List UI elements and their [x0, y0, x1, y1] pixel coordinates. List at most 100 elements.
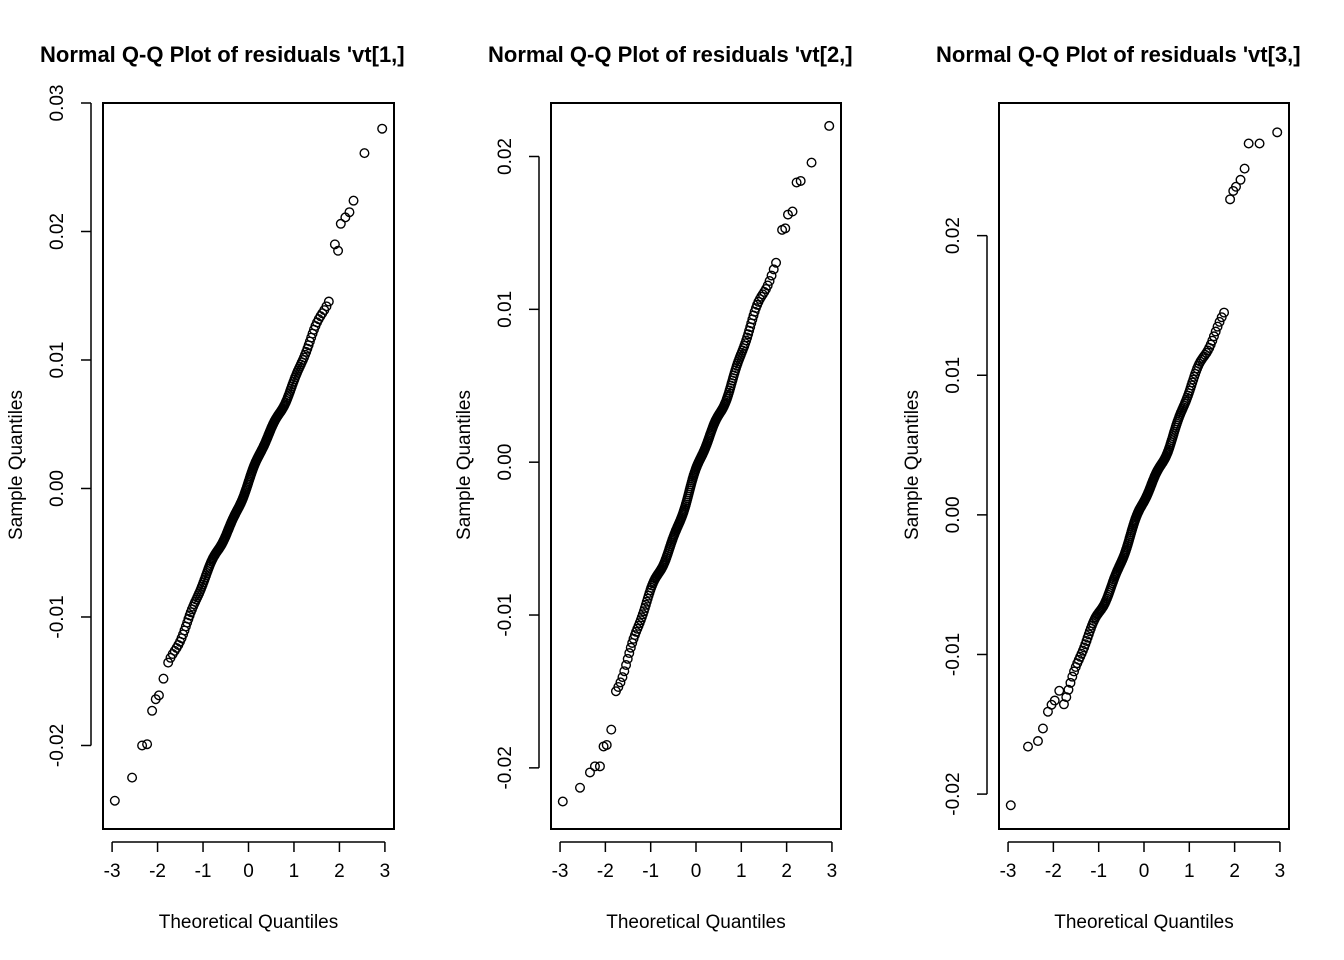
- y-tick-label: -0.02: [943, 772, 964, 815]
- data-point: [615, 677, 626, 688]
- x-tick-label: 0: [1139, 861, 1150, 882]
- y-tick-label: 0.00: [47, 470, 68, 507]
- data-point: [1225, 194, 1236, 205]
- data-point: [1054, 685, 1065, 696]
- data-point: [1037, 723, 1048, 734]
- y-axis: -0.02 -0.01 0.00 0.01 0.02 0.03: [47, 85, 92, 767]
- plot-frame: [550, 102, 842, 830]
- x-tick-label: 3: [827, 861, 838, 882]
- data-point: [348, 195, 359, 206]
- x-axis-label: Theoretical Quantiles: [606, 912, 786, 933]
- x-tick-label: 1: [289, 861, 300, 882]
- data-point: [1208, 331, 1219, 342]
- x-tick-label: 2: [781, 861, 792, 882]
- qq-panel-1: Normal Q-Q Plot of residuals 'vt[1,] -3 -2…: [6, 42, 405, 933]
- y-tick-label: 0.01: [495, 291, 516, 328]
- data-point: [1210, 326, 1221, 337]
- data-point: [1214, 316, 1225, 327]
- x-tick-label: -3: [552, 861, 569, 882]
- data-point: [1272, 127, 1283, 138]
- y-tick-label: 0.02: [47, 213, 68, 250]
- data-point: [787, 206, 798, 217]
- data-point: [766, 270, 777, 281]
- x-tick-label: 0: [691, 861, 702, 882]
- x-tick-label: -3: [104, 861, 121, 882]
- x-tick-label: -1: [195, 861, 212, 882]
- data-point: [1243, 138, 1254, 149]
- x-tick-label: 2: [334, 861, 345, 882]
- y-tick-label: 0.02: [943, 217, 964, 254]
- y-tick-label: -0.01: [47, 595, 68, 638]
- y-axis: -0.02 -0.01 0.00 0.01 0.02: [943, 217, 988, 816]
- x-axis-label: Theoretical Quantiles: [1054, 912, 1234, 933]
- data-point: [621, 660, 632, 671]
- data-point: [806, 157, 817, 168]
- x-tick-label: 1: [736, 861, 747, 882]
- x-tick-label: 0: [243, 861, 254, 882]
- data-point: [619, 666, 630, 677]
- x-tick-label: 3: [380, 861, 391, 882]
- data-point: [1032, 736, 1043, 747]
- data-point: [158, 673, 169, 684]
- data-point: [1067, 671, 1078, 682]
- y-tick-label: 0.02: [495, 138, 516, 175]
- data-point: [1023, 741, 1034, 752]
- data-point: [137, 740, 148, 751]
- data-point: [1254, 138, 1265, 149]
- data-point: [1058, 699, 1069, 710]
- data-point: [594, 761, 605, 772]
- x-tick-label: -1: [1090, 861, 1107, 882]
- data-point: [589, 761, 600, 772]
- x-tick-label: 3: [1275, 861, 1286, 882]
- y-tick-label: 0.03: [47, 85, 68, 122]
- data-point: [1230, 181, 1241, 192]
- data-point: [557, 796, 568, 807]
- plot-frame: [998, 102, 1290, 830]
- plot-frame: [102, 102, 395, 830]
- qq-panel-3: Normal Q-Q Plot of residuals 'vt[3,] -3 -2…: [902, 42, 1301, 933]
- data-point: [1005, 800, 1016, 811]
- data-point: [109, 795, 120, 806]
- y-tick-label: -0.01: [495, 593, 516, 636]
- y-tick-label: -0.02: [47, 724, 68, 767]
- data-point: [1061, 692, 1072, 703]
- data-point: [359, 148, 370, 159]
- x-tick-label: 1: [1184, 861, 1195, 882]
- data-point: [757, 289, 768, 300]
- x-tick-label: -3: [1000, 861, 1017, 882]
- data-points: [1005, 127, 1283, 811]
- data-point: [1207, 335, 1218, 346]
- data-point: [1235, 174, 1246, 185]
- y-tick-label: 0.00: [495, 444, 516, 481]
- y-tick-label: -0.02: [495, 746, 516, 789]
- qq-panel-2: Normal Q-Q Plot of residuals 'vt[2,] -3 -2…: [454, 42, 853, 933]
- x-axis: -3 -2 -1 0 1 2 3: [552, 841, 838, 882]
- data-point: [142, 739, 153, 750]
- data-point: [163, 657, 174, 668]
- data-point: [575, 782, 586, 793]
- x-tick-label: -2: [1045, 861, 1062, 882]
- data-points: [557, 120, 835, 807]
- chart-title: Normal Q-Q Plot of residuals 'vt[2,]: [488, 42, 853, 67]
- data-point: [1063, 684, 1074, 695]
- data-point: [795, 175, 806, 186]
- data-point: [624, 648, 635, 659]
- data-point: [606, 724, 617, 735]
- x-tick-label: 2: [1229, 861, 1240, 882]
- data-point: [1049, 695, 1060, 706]
- data-point: [1216, 312, 1227, 323]
- data-point: [780, 223, 791, 234]
- x-axis: -3 -2 -1 0 1 2 3: [1000, 841, 1286, 882]
- x-tick-label: -2: [149, 861, 166, 882]
- data-point: [771, 257, 782, 268]
- data-point: [323, 296, 334, 307]
- y-axis: -0.02 -0.01 0.00 0.01 0.02: [495, 138, 540, 790]
- data-point: [153, 690, 164, 701]
- data-point: [333, 245, 344, 256]
- y-tick-label: 0.00: [943, 496, 964, 533]
- y-tick-label: 0.01: [47, 341, 68, 378]
- x-axis: -3 -2 -1 0 1 2 3: [104, 841, 391, 882]
- data-point: [127, 772, 138, 783]
- y-tick-label: -0.01: [943, 633, 964, 676]
